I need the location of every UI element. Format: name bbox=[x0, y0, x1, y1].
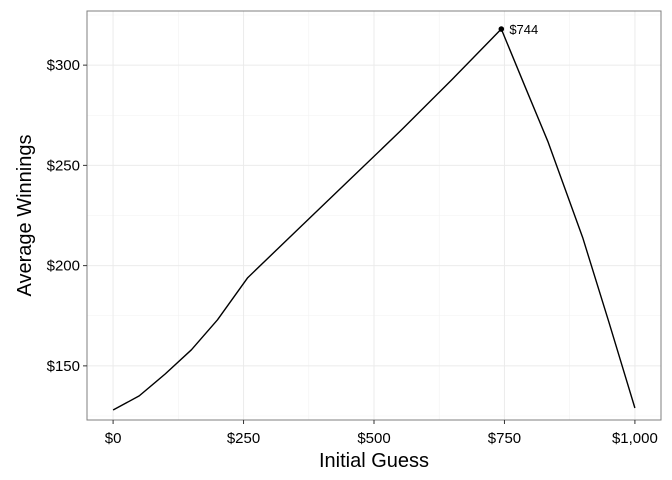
y-axis: $150 $200 $250 $300 bbox=[47, 57, 87, 375]
x-axis-title: Initial Guess bbox=[319, 450, 429, 472]
series-layer bbox=[112, 28, 636, 411]
x-tick-label: $1,000 bbox=[612, 430, 658, 447]
series-line bbox=[112, 28, 636, 411]
y-tick-label: $200 bbox=[47, 258, 80, 275]
x-tick-label: $0 bbox=[105, 430, 122, 447]
annotation-layer: $744 bbox=[498, 22, 538, 37]
x-axis: $0 $250 $500 $750 $1,000 bbox=[105, 420, 658, 447]
y-axis-title: Average Winnings bbox=[14, 135, 36, 297]
y-tick-label: $300 bbox=[47, 57, 80, 74]
major-gridlines bbox=[87, 11, 661, 420]
max-point-label: $744 bbox=[509, 22, 538, 37]
max-point-marker bbox=[498, 26, 505, 32]
x-tick-label: $750 bbox=[488, 430, 521, 447]
x-tick-label: $250 bbox=[227, 430, 260, 447]
x-tick-label: $500 bbox=[357, 430, 390, 447]
y-tick-label: $250 bbox=[47, 157, 80, 174]
y-tick-label: $150 bbox=[47, 358, 80, 375]
